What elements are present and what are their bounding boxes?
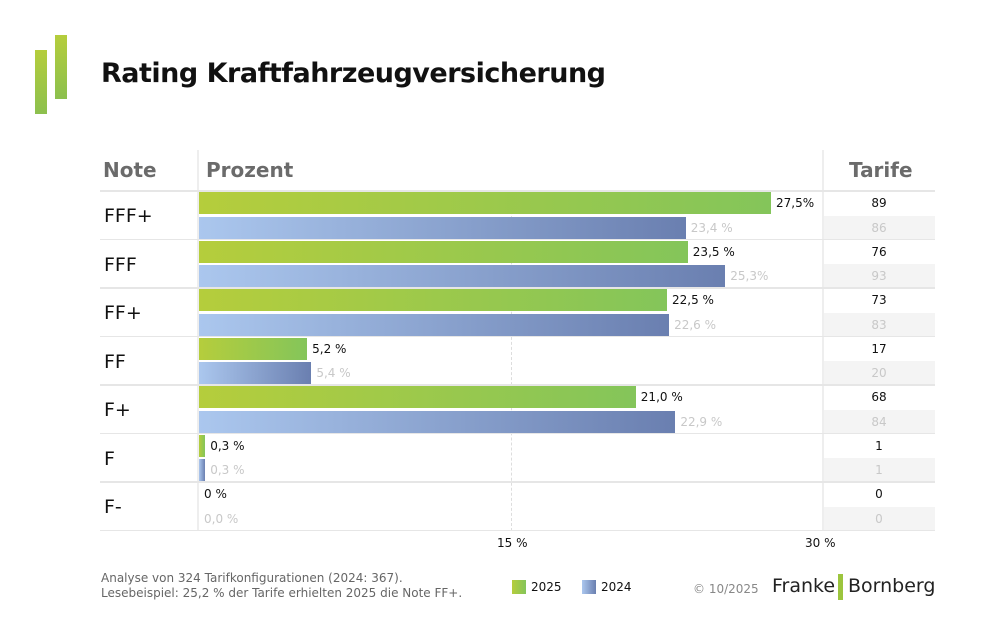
tarife-2025: 68 [871,390,887,404]
footer-note: Analyse von 324 Tarifkonfigurationen (20… [101,571,462,601]
tarife-2024: 20 [871,366,887,380]
legend-2025: 2025 [531,580,562,594]
data-label-2025: 0,3 % [210,438,245,453]
tick-15: 15 % [497,536,528,550]
tarife-bg [824,215,935,240]
bar-2024 [199,313,670,336]
tarife-2025: 76 [871,244,887,259]
row-divider [100,529,935,531]
data-label-2024: 0,3 % [210,463,245,477]
row-divider [100,384,935,386]
bar-2025 [199,192,771,214]
tarife-2025: 73 [871,293,887,307]
logo-mark-2 [55,35,67,99]
logo-franke: Franke [772,575,836,597]
tarife-2025: 1 [875,438,883,453]
gridline-15 [511,191,512,531]
logo-bornberg: Bornberg [848,575,936,597]
data-label-2025: 21,0 % [640,390,683,404]
category-label: F [104,447,115,470]
bar-2025 [199,240,688,263]
bar-2025 [199,289,667,311]
tarife-2025: 17 [871,341,887,356]
category-label: FF [104,350,126,373]
data-label-2024: 22,9 % [680,414,723,429]
data-label-2025: 0 % [204,487,227,501]
row-divider [100,335,935,337]
data-label-2024: 5,4 % [316,366,351,380]
tarife-2025: 89 [871,196,887,210]
footer-line-1: Analyse von 324 Tarifkonfigurationen (20… [101,571,403,585]
data-label-2024: 25,3% [730,269,769,283]
divider-note [197,150,199,531]
tick-30: 30 % [805,536,836,550]
footer-line-2: Lesebeispiel: 25,2 % der Tarife erhielte… [101,586,463,600]
row-divider [100,432,935,434]
bar-2024 [199,265,726,287]
bar-2024 [199,216,686,239]
bar-2025 [199,337,308,360]
data-label-2025: 5,2 % [312,341,347,356]
logo-mark [35,50,47,114]
tarife-2024: 84 [871,414,887,429]
header-note: Note [103,158,157,182]
row-divider [100,481,935,483]
bar-2024 [199,410,676,433]
category-label: FF+ [104,302,142,324]
tarife-bg [824,409,935,434]
legend-swatch-2025 [512,580,526,594]
tarife-bg [824,264,935,288]
data-label-2025: 22,5 % [672,293,714,307]
logo-bar [838,574,843,600]
category-label: FFF+ [104,205,153,227]
legend-2024: 2024 [601,580,632,594]
category-label: FFF [104,253,137,276]
tarife-2024: 1 [875,463,883,477]
tarife-bg [824,361,935,385]
row-divider [100,190,935,192]
row-divider [100,287,935,289]
tarife-2024: 86 [871,220,887,235]
category-label: F+ [104,399,131,421]
tarife-bg [824,506,935,531]
data-label-2024: 22,6 % [674,317,717,332]
tarife-2024: 93 [871,269,887,283]
tarife-bg [824,458,935,482]
bar-2024 [199,459,206,481]
divider-tarife [822,150,824,531]
row-divider [100,238,935,240]
copyright: © 10/2025 [693,582,759,596]
tarife-2024: 0 [875,511,883,526]
data-label-2024: 0,0 % [204,511,239,526]
chart-title: Rating Kraftfahrzeugversicherung [101,58,606,89]
bar-2024 [199,362,312,384]
tarife-2024: 83 [871,317,887,332]
legend-swatch-2024 [582,580,596,594]
bar-2025 [199,386,636,408]
header-tarife: Tarife [849,158,913,182]
bar-2025 [199,434,206,457]
data-label-2024: 23,4 % [690,220,733,235]
header-prozent: Prozent [206,158,294,182]
category-label: F- [104,496,122,518]
tarife-bg [824,312,935,337]
tarife-2025: 0 [875,487,883,501]
data-label-2025: 23,5 % [692,244,735,259]
data-label-2025: 27,5% [776,196,815,210]
